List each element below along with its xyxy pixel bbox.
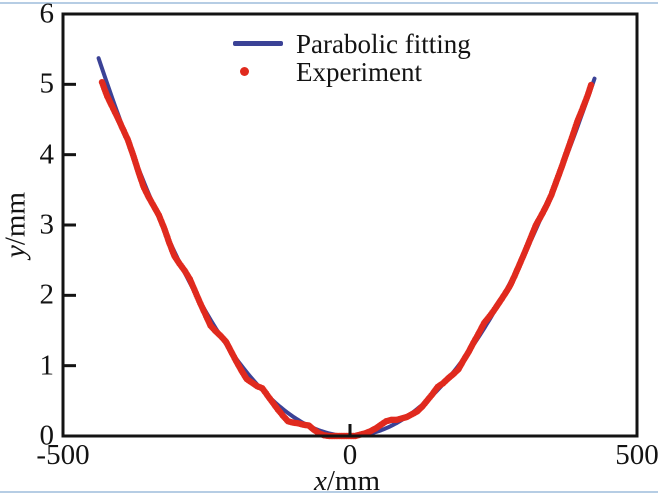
x-tick-label: 500: [615, 439, 658, 471]
y-tick-label: 3: [39, 208, 55, 241]
x-tick-label: 0: [342, 439, 358, 471]
y-axis-title: y/mm: [0, 191, 32, 259]
x-axis-title: x/mm: [314, 466, 380, 497]
y-axis-variable: y: [0, 245, 32, 259]
legend-label-experiment: Experiment: [296, 57, 422, 87]
experiment-scatter: [98, 79, 595, 440]
legend-line-swatch: [233, 41, 283, 46]
y-tick-marks: [64, 82, 76, 368]
x-axis-variable: x: [313, 465, 327, 497]
y-axis-unit: /mm: [0, 191, 32, 246]
x-axis-unit: /mm: [326, 465, 381, 497]
y-tick-label: 4: [39, 138, 55, 171]
x-tick-label: -500: [36, 439, 90, 471]
top-rule-line: [0, 2, 658, 4]
bottom-rule-line: [0, 491, 658, 493]
y-tick-label: 6: [39, 0, 55, 30]
legend-label-parabolic-fitting: Parabolic fitting: [296, 29, 471, 59]
plot-frame: [61, 12, 639, 438]
y-tick-label: 2: [39, 278, 55, 311]
y-tick-label: 0: [39, 419, 55, 452]
y-tick-label: 5: [39, 67, 55, 100]
legend-dot-swatch: [240, 67, 249, 76]
y-tick-label: 1: [39, 349, 55, 382]
